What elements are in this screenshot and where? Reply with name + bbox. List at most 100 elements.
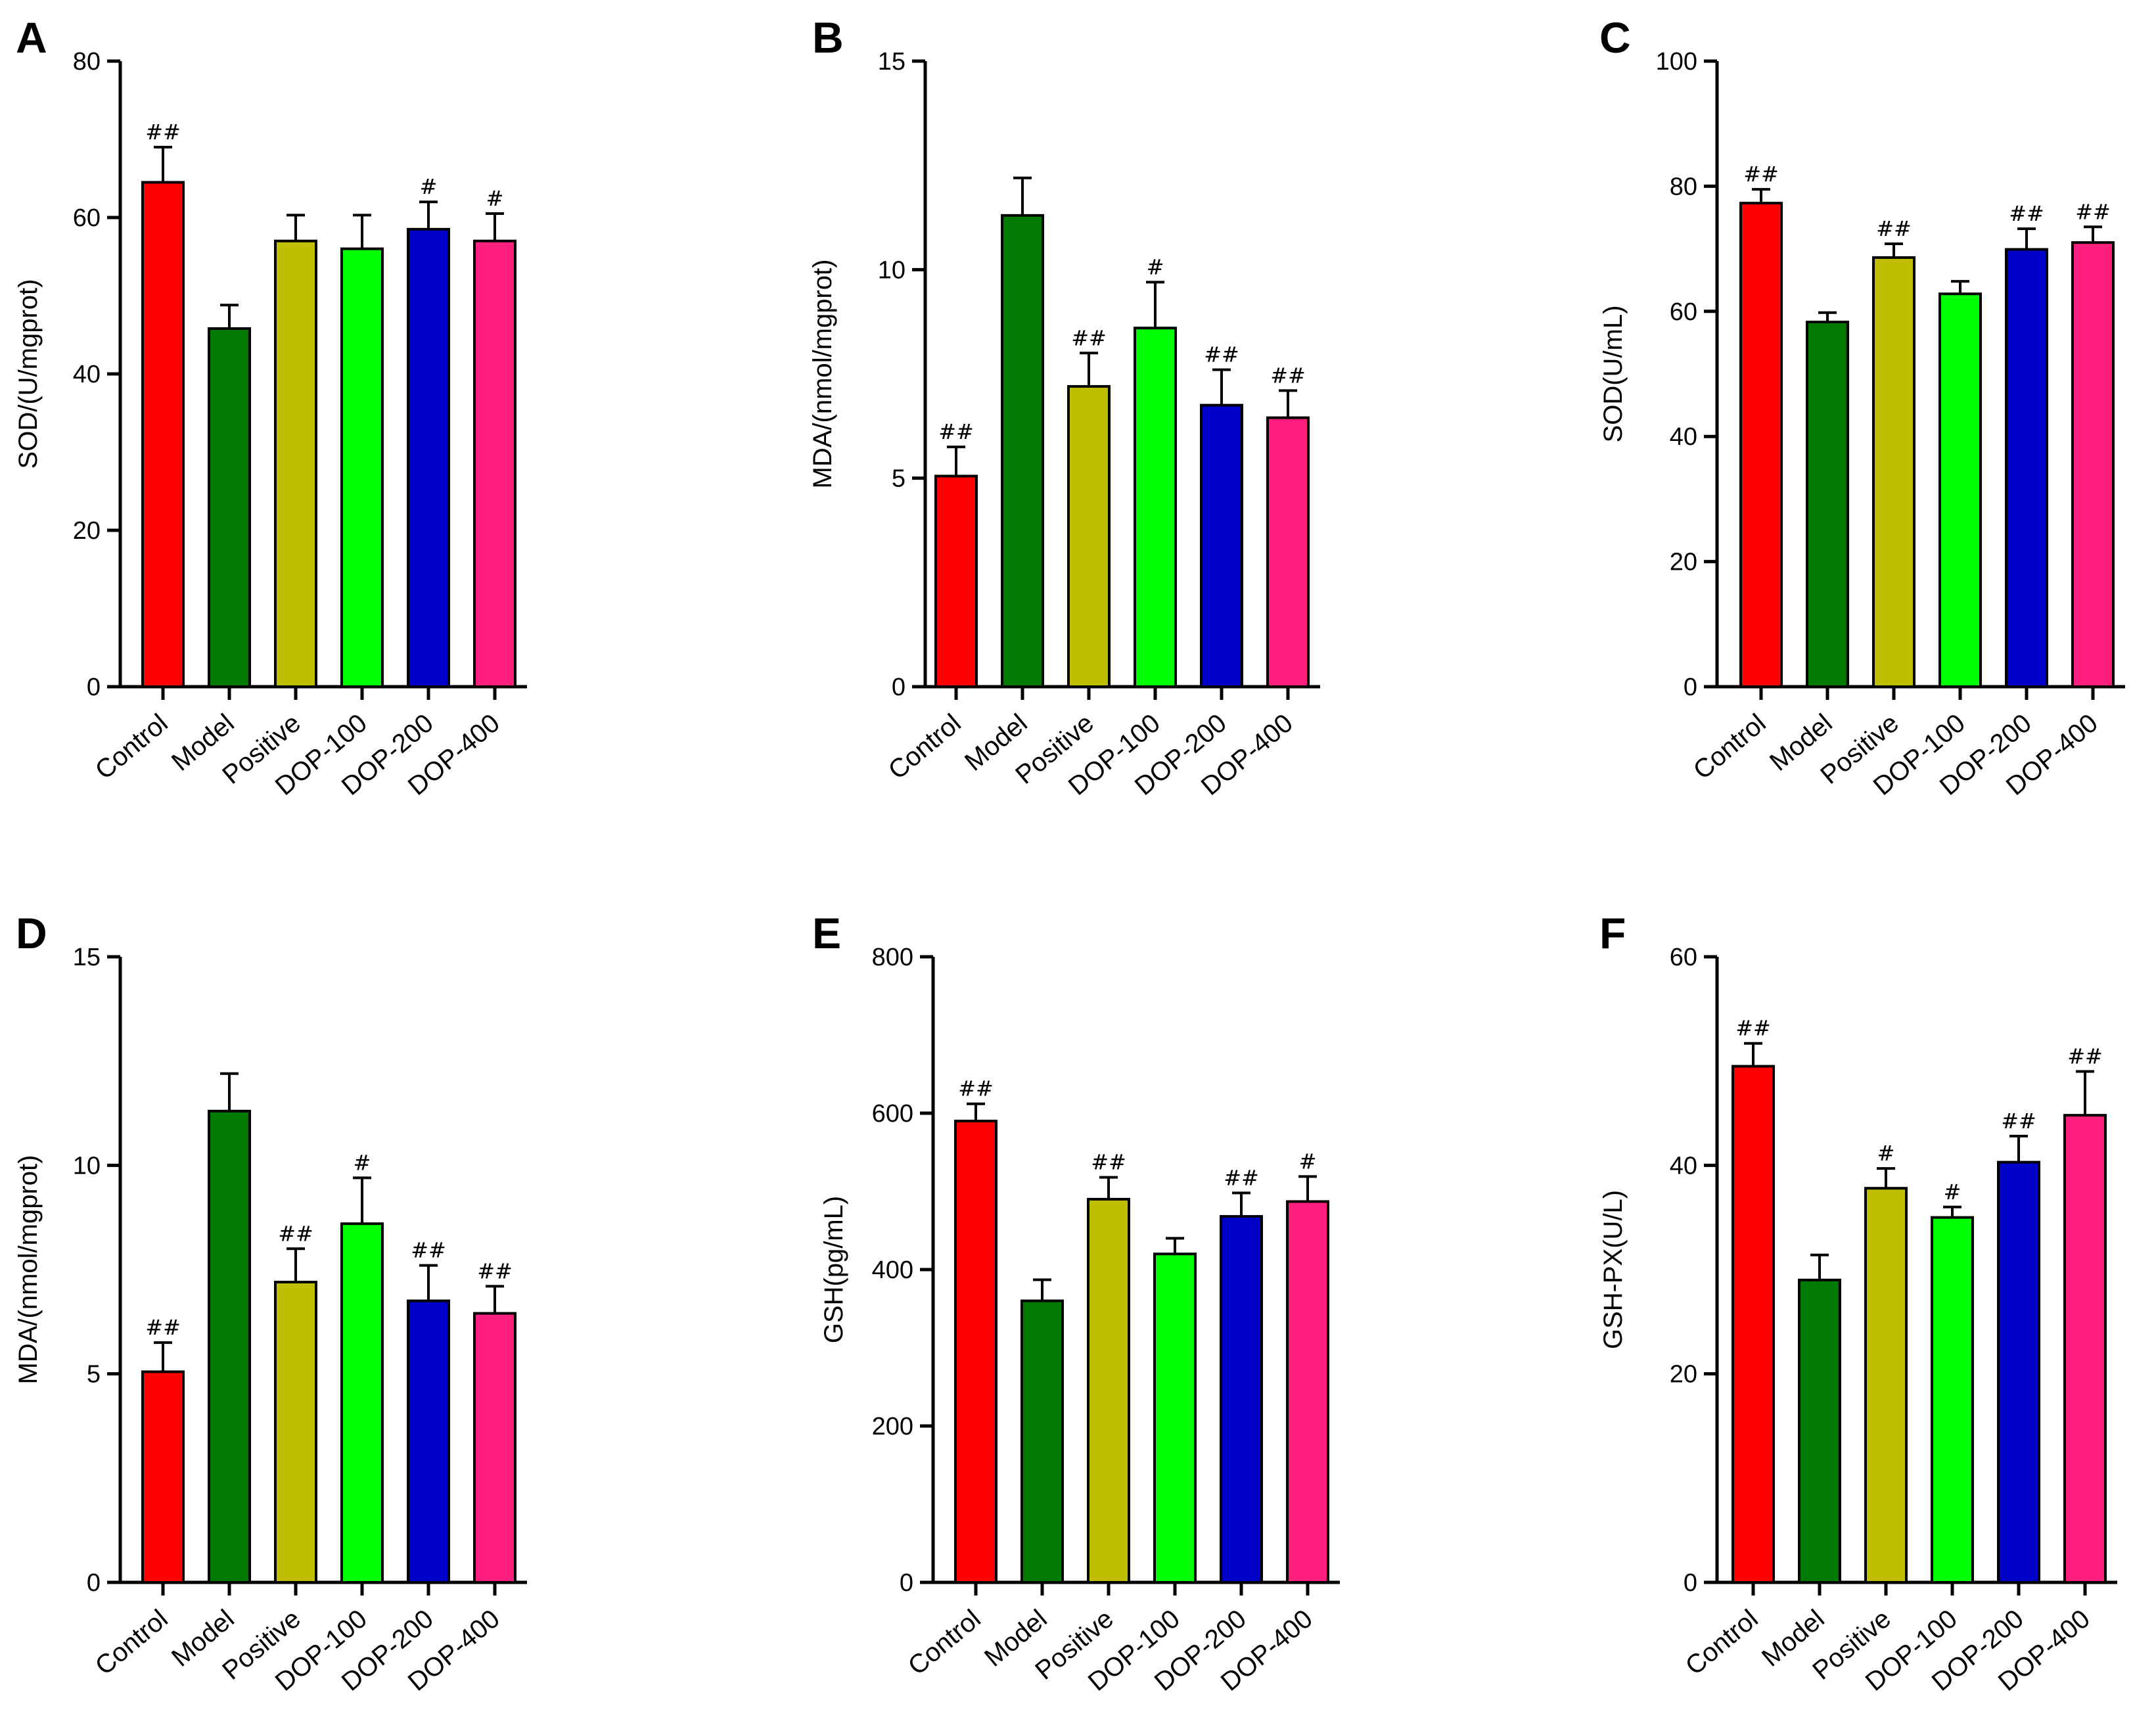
- bar-dop-100: [1134, 327, 1177, 689]
- y-tick-label: 10: [73, 1152, 101, 1180]
- panel-letter: F: [1599, 909, 1626, 957]
- y-tick-label: 20: [73, 517, 101, 545]
- panel-letter: E: [812, 909, 841, 957]
- chart-panel-e: EGSH(pg/mL)0200400600800##ControlModel##…: [812, 909, 1340, 1697]
- bar-dop-100: [1931, 1216, 1974, 1584]
- bar-dop-100: [1153, 1252, 1197, 1584]
- bar-control: [1732, 1065, 1775, 1584]
- y-tick-label: 80: [73, 48, 101, 76]
- bar-control: [954, 1119, 998, 1584]
- significance-label: #: [1147, 254, 1164, 279]
- significance-label: ##: [1270, 363, 1306, 388]
- y-tick-label: 0: [1684, 1569, 1697, 1597]
- bar-dop-200: [407, 227, 450, 689]
- chart-panel-c: CSOD(U/mL)020406080100##ControlModel##Po…: [1599, 13, 2125, 801]
- y-tick-label: 80: [1670, 173, 1697, 200]
- y-axis-title: SOD(U/mL): [1599, 306, 1628, 443]
- bar-dop-200: [2005, 248, 2048, 688]
- bar-dop-200: [1997, 1160, 2040, 1584]
- bar-positive: [1864, 1187, 1908, 1584]
- bar-model: [208, 1109, 251, 1584]
- y-tick-label: 0: [87, 674, 101, 701]
- panel-letter: B: [812, 13, 844, 62]
- significance-label: ##: [477, 1258, 513, 1283]
- bar-positive: [1087, 1197, 1130, 1584]
- y-axis-title: GSH(pg/mL): [819, 1196, 848, 1344]
- bar-dop-100: [1938, 292, 1982, 689]
- x-tick-label: Control: [1680, 1604, 1764, 1681]
- y-tick-label: 200: [872, 1413, 913, 1440]
- bar-model: [208, 327, 251, 689]
- significance-label: ##: [1071, 325, 1107, 350]
- significance-label: ##: [1224, 1165, 1259, 1190]
- y-tick-label: 40: [73, 361, 101, 388]
- y-tick-label: 0: [892, 674, 906, 701]
- bar-positive: [274, 1281, 317, 1584]
- bar-dop-100: [340, 247, 384, 689]
- y-tick-label: 20: [1670, 1361, 1697, 1389]
- significance-label: ##: [2001, 1109, 2036, 1134]
- bar-control: [141, 1370, 185, 1584]
- chart-panel-a: ASOD/(U/mgprot)020406080##ControlModelPo…: [14, 13, 527, 801]
- bar-dop-200: [1200, 403, 1243, 688]
- y-axis-title: GSH-PX(U/L): [1599, 1190, 1628, 1349]
- y-tick-label: 10: [878, 256, 906, 284]
- significance-label: #: [1877, 1141, 1895, 1166]
- y-tick-label: 600: [872, 1100, 913, 1128]
- bar-control: [1739, 202, 1783, 688]
- significance-label: ##: [2009, 201, 2044, 226]
- y-tick-label: 0: [87, 1569, 101, 1597]
- significance-label: #: [1299, 1149, 1317, 1174]
- chart-panel-d: DMDA/(nmol/mgprot)051015##ControlModel##…: [14, 909, 527, 1697]
- y-axis-title: MDA/(nmol/mgprot): [14, 1155, 43, 1385]
- significance-label: #: [354, 1150, 371, 1175]
- bar-dop-200: [407, 1299, 450, 1584]
- bar-dop-400: [2071, 241, 2115, 688]
- significance-label: ##: [1091, 1150, 1126, 1175]
- y-tick-label: 40: [1670, 1152, 1697, 1180]
- bar-model: [1021, 1299, 1064, 1584]
- y-tick-label: 400: [872, 1256, 913, 1284]
- bar-control: [934, 474, 978, 688]
- y-tick-label: 15: [73, 944, 101, 971]
- significance-label: ##: [2075, 199, 2111, 224]
- y-tick-label: 5: [892, 465, 906, 493]
- significance-label: ##: [278, 1221, 313, 1246]
- y-axis-title: MDA/(nmol/mgprot): [808, 260, 837, 489]
- significance-label: #: [486, 186, 504, 211]
- x-tick-label: Control: [903, 1604, 986, 1681]
- x-tick-label: Control: [883, 708, 967, 785]
- y-tick-label: 0: [900, 1569, 913, 1597]
- significance-label: ##: [145, 1315, 181, 1340]
- y-tick-label: 40: [1670, 423, 1697, 451]
- significance-label: ##: [145, 120, 181, 145]
- y-tick-label: 60: [1670, 944, 1697, 971]
- bar-dop-400: [473, 239, 516, 688]
- panel-letter: D: [16, 909, 47, 957]
- significance-label: ##: [938, 419, 974, 444]
- panel-letter: C: [1599, 13, 1631, 62]
- bar-dop-400: [1286, 1200, 1329, 1584]
- bar-control: [141, 181, 185, 688]
- chart-panel-f: FGSH-PX(U/L)0204060##ControlModel#Positi…: [1599, 909, 2117, 1697]
- x-tick-label: Control: [90, 1604, 173, 1681]
- bar-dop-400: [2063, 1114, 2107, 1584]
- significance-label: ##: [411, 1238, 446, 1263]
- bar-model: [1806, 320, 1849, 688]
- bar-dop-400: [473, 1312, 516, 1584]
- y-tick-label: 800: [872, 944, 913, 971]
- y-tick-label: 100: [1656, 48, 1697, 76]
- significance-label: #: [1944, 1180, 1961, 1205]
- bar-model: [1798, 1278, 1841, 1584]
- bar-dop-100: [340, 1222, 384, 1584]
- bar-positive: [1872, 256, 1915, 689]
- y-tick-label: 0: [1684, 674, 1697, 701]
- x-tick-label: Control: [90, 708, 173, 785]
- bar-positive: [1067, 385, 1111, 688]
- y-tick-label: 20: [1670, 549, 1697, 576]
- significance-label: #: [420, 174, 438, 199]
- y-tick-label: 5: [87, 1361, 101, 1389]
- x-tick-label: Control: [1688, 708, 1772, 785]
- bar-model: [1001, 214, 1044, 688]
